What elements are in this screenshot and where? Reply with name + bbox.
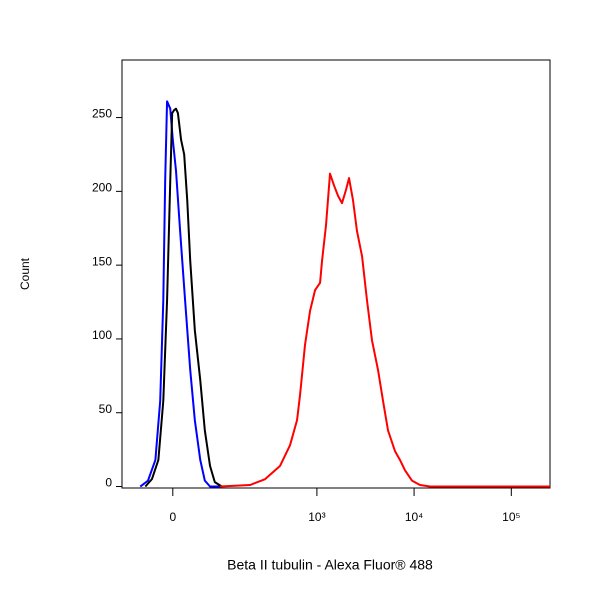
y-axis-label: Count	[18, 257, 32, 290]
y-tick-label: 50	[99, 402, 113, 416]
plot-frame	[121, 59, 551, 489]
y-tick-label: 0	[105, 476, 112, 490]
x-tick-label: 10⁴	[405, 510, 424, 524]
y-tick-label: 250	[92, 107, 112, 121]
histogram-line	[219, 172, 550, 488]
y-tick-label: 100	[92, 328, 112, 342]
y-tick-label: 150	[92, 254, 112, 268]
histogram-line	[144, 107, 223, 488]
histogram-line	[139, 100, 220, 488]
x-tick-label: 0	[169, 510, 176, 524]
x-tick-label: 10⁵	[502, 510, 520, 524]
x-tick-label: 10³	[308, 510, 325, 524]
y-tick-label: 200	[92, 181, 112, 195]
x-axis-label: Beta II tubulin - Alexa Fluor® 488	[227, 557, 433, 573]
